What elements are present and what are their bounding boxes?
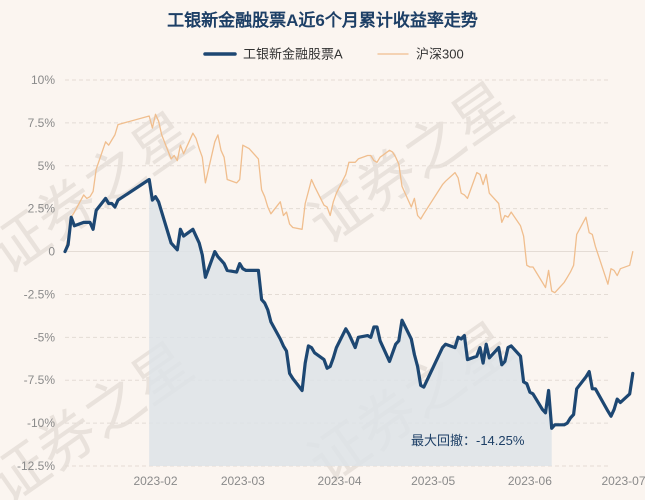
y-tick-label: -5% [34, 330, 56, 344]
y-tick-label: 5% [38, 159, 56, 173]
x-tick-label: 2023-05 [411, 474, 455, 488]
x-tick-label: 2023-03 [221, 474, 265, 488]
legend: 工银新金融股票A 沪深300 [203, 47, 464, 62]
x-axis-ticks: 2023-02 2023-03 2023-04 2023-05 2023-06 2023-… [133, 474, 645, 488]
y-tick-label: -10% [27, 416, 55, 430]
x-tick-label: 2023-06 [508, 474, 552, 488]
x-tick-label: 2023-02 [133, 474, 177, 488]
y-tick-label: -2.5% [24, 287, 56, 301]
series-lines [63, 113, 635, 430]
y-tick-label: 7.5% [28, 116, 56, 130]
series-line-fund [63, 177, 635, 430]
y-tick-label: 10% [31, 73, 55, 87]
y-axis-ticks: 10% 7.5% 5% 2.5% 0 -2.5% -5% -7.5% -10% -12.5% [17, 73, 55, 473]
drawdown-area [149, 179, 552, 466]
y-tick-label: -12.5% [17, 459, 55, 473]
watermark-text: 证券之星 [296, 69, 525, 258]
legend-entry: 工银新金融股票A [243, 47, 343, 62]
series-line-benchmark [64, 113, 634, 294]
y-tick-label: 0 [48, 245, 55, 259]
chart-title: 工银新金融股票A近6个月累计收益率走势 [167, 10, 478, 30]
legend-entry: 沪深300 [416, 47, 464, 62]
x-tick-label: 2023-07 [601, 474, 645, 488]
y-tick-label: 2.5% [28, 202, 56, 216]
x-tick-label: 2023-04 [318, 474, 362, 488]
max-drawdown-label: 最大回撤：-14.25% [411, 433, 525, 448]
y-tick-label: -7.5% [24, 373, 56, 387]
